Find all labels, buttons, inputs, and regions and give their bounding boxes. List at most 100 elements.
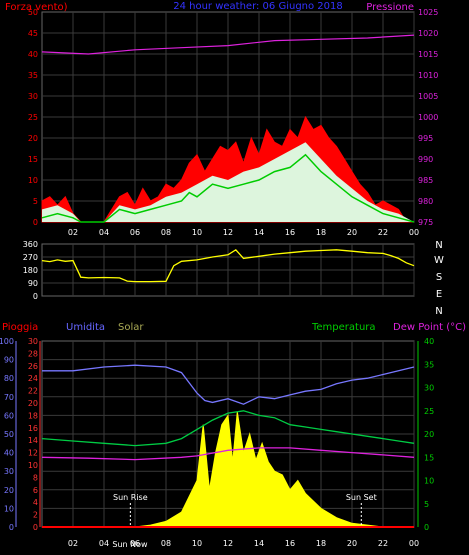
compass-s: S — [436, 272, 442, 283]
rain-tick: 18 — [28, 411, 38, 420]
bottom-x-tick: 02 — [68, 539, 78, 548]
humidity-tick: 70 — [4, 393, 14, 402]
top-left-tick: 35 — [28, 71, 38, 80]
humidity-label: Umidita — [66, 322, 105, 333]
bottom-x-tick: 22 — [378, 539, 388, 548]
bottom-x-tick: 04 — [99, 539, 109, 548]
sun-set-label: Sun Set — [346, 493, 377, 502]
direction-tick: 180 — [23, 266, 38, 275]
top-left-tick: 30 — [28, 92, 38, 101]
direction-tick: 270 — [23, 253, 38, 262]
top-left-tick: 25 — [28, 113, 38, 122]
top-left-tick: 20 — [28, 134, 38, 143]
top-right-tick: 1000 — [418, 113, 438, 122]
top-x-tick: 20 — [347, 228, 357, 237]
top-title: 24 hour weather: 06 Giugno 2018 — [173, 1, 343, 12]
rain-tick: 6 — [33, 486, 38, 495]
top-x-tick: 22 — [378, 228, 388, 237]
sun-now-label: Sun Now — [112, 540, 148, 549]
top-x-tick: 18 — [316, 228, 326, 237]
humidity-tick: 40 — [4, 449, 14, 458]
humidity-tick: 60 — [4, 411, 14, 420]
bottom-x-tick: 06 — [130, 539, 140, 548]
chart-marks: 0510152025303540455097598098599099510001… — [0, 8, 438, 548]
top-x-tick: 16 — [285, 228, 295, 237]
bottom-x-tick: 16 — [285, 539, 295, 548]
rain-tick: 30 — [28, 337, 38, 346]
top-right-tick: 980 — [418, 197, 433, 206]
top-left-tick: 45 — [28, 29, 38, 38]
top-x-tick: 00 — [409, 228, 419, 237]
top-x-tick: 14 — [254, 228, 264, 237]
top-right-tick: 985 — [418, 176, 433, 185]
top-right-tick: 1025 — [418, 8, 438, 17]
top-left-tick: 0 — [33, 218, 38, 227]
temperature-tick: 20 — [424, 430, 434, 439]
top-left-tick: 10 — [28, 176, 38, 185]
rain-tick: 0 — [33, 523, 38, 532]
temperature-tick: 5 — [424, 500, 429, 509]
top-left-tick: 40 — [28, 50, 38, 59]
top-right-tick: 1010 — [418, 71, 438, 80]
rain-tick: 22 — [28, 387, 38, 396]
rain-tick: 2 — [33, 511, 38, 520]
bottom-x-tick: 20 — [347, 539, 357, 548]
temperature-tick: 0 — [424, 523, 429, 532]
top-x-tick: 12 — [223, 228, 233, 237]
rain-tick: 12 — [28, 449, 38, 458]
rain-tick: 16 — [28, 424, 38, 433]
rain-tick: 24 — [28, 374, 38, 383]
bottom-x-tick: 12 — [223, 539, 233, 548]
temperature-tick: 15 — [424, 453, 434, 462]
temperature-tick: 35 — [424, 360, 434, 369]
rain-tick: 10 — [28, 461, 38, 470]
bottom-x-tick: 14 — [254, 539, 264, 548]
solar-label: Solar — [118, 322, 144, 333]
wind-speed-area — [42, 142, 414, 222]
direction-tick: 90 — [28, 279, 38, 288]
bottom-x-tick: 00 — [409, 539, 419, 548]
temperature-label: Temperatura — [311, 322, 376, 333]
compass-w: W — [434, 255, 444, 266]
humidity-tick: 90 — [4, 356, 14, 365]
compass-n-bottom: N — [435, 306, 442, 317]
temperature-tick: 30 — [424, 384, 434, 393]
humidity-tick: 50 — [4, 430, 14, 439]
rain-tick: 14 — [28, 436, 38, 445]
bottom-x-tick: 18 — [316, 539, 326, 548]
wind-label: Forza vento) — [5, 2, 68, 13]
wind-average-line — [41, 153, 415, 223]
top-x-tick: 04 — [99, 228, 109, 237]
humidity-tick: 100 — [0, 337, 14, 346]
dew-point-label: Dew Point (°C) — [393, 322, 466, 333]
dew-point-line — [41, 447, 415, 461]
top-left-tick: 50 — [28, 8, 38, 17]
top-right-tick: 1020 — [418, 29, 438, 38]
direction-tick: 360 — [23, 240, 38, 249]
rain-tick: 20 — [28, 399, 38, 408]
humidity-tick: 0 — [9, 523, 14, 532]
bottom-x-tick: 08 — [161, 539, 171, 548]
top-left-tick: 5 — [33, 197, 38, 206]
direction-tick: 0 — [33, 292, 38, 301]
humidity-tick: 30 — [4, 467, 14, 476]
top-x-tick: 10 — [192, 228, 202, 237]
top-right-tick: 975 — [418, 218, 433, 227]
top-right-tick: 1005 — [418, 92, 438, 101]
sun-rise-label: Sun Rise — [113, 493, 148, 502]
top-right-tick: 995 — [418, 134, 433, 143]
rain-tick: 4 — [33, 498, 38, 507]
compass-labels: N W S E N — [434, 240, 444, 317]
top-left-tick: 15 — [28, 155, 38, 164]
compass-e: E — [436, 289, 442, 300]
compass-n-top: N — [435, 240, 442, 251]
temperature-tick: 10 — [424, 477, 434, 486]
temperature-tick: 40 — [424, 337, 434, 346]
humidity-tick: 20 — [4, 486, 14, 495]
rain-tick: 26 — [28, 362, 38, 371]
pressure-label: Pressione — [366, 2, 414, 13]
humidity-tick: 10 — [4, 504, 14, 513]
pressure-line — [41, 34, 415, 55]
rain-tick: 8 — [33, 473, 38, 482]
